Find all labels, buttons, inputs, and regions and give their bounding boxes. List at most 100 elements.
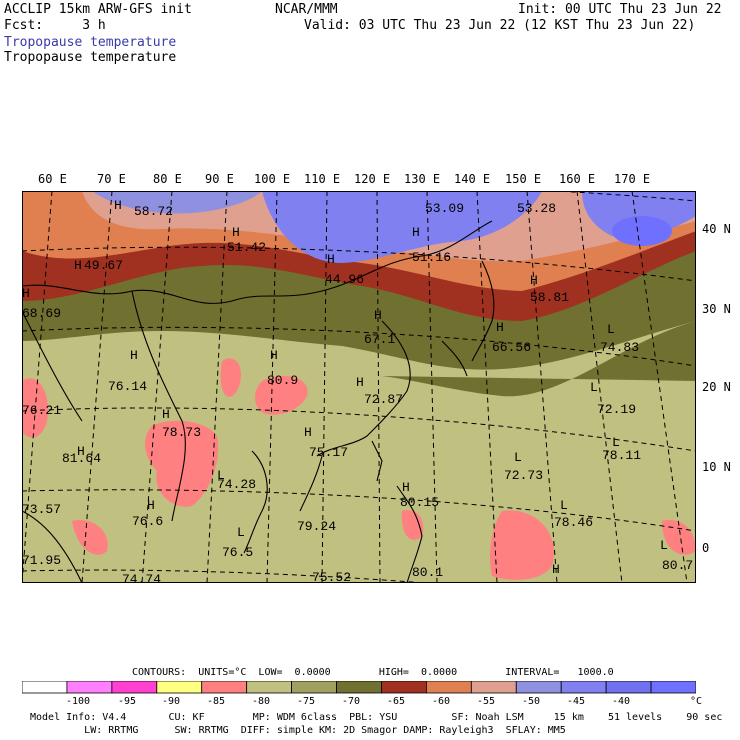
value-label: 80.9 xyxy=(267,373,298,388)
marker-h-8: H xyxy=(374,308,382,323)
value-label: 81.64 xyxy=(62,451,101,466)
colorbar-units: °C xyxy=(690,696,703,707)
marker-l-8: L xyxy=(237,525,245,540)
marker-h-7: H xyxy=(530,273,538,288)
lon-label-160e: 160 E xyxy=(559,172,596,186)
value-label: 75.52 xyxy=(312,570,351,583)
colorbar-cell xyxy=(336,681,382,694)
colorbar-ticks: -100 -95 -90 -85 -80 -75 -70 -65 -60 -55… xyxy=(0,696,740,710)
marker-l-7: L xyxy=(217,468,225,483)
marker-l-3: L xyxy=(612,435,620,450)
forecast-hour: Fcst: 3 h xyxy=(4,18,106,33)
value-label: 80.7 xyxy=(662,558,693,573)
contours-info: CONTOURS: UNITS=°C LOW= 0.0000 HIGH= 0.0… xyxy=(132,667,614,678)
colorbar-cell xyxy=(291,681,337,694)
colorbar-tick: -60 xyxy=(432,696,451,707)
value-label: 78.11 xyxy=(602,448,641,463)
value-label: 78.46 xyxy=(554,515,593,530)
value-label: 74.83 xyxy=(600,340,639,355)
lon-label-150e: 150 E xyxy=(505,172,542,186)
colorbar-cell xyxy=(111,681,158,694)
model-info-line1: Model Info: V4.4 CU: KF MP: WDM 6class P… xyxy=(30,712,723,723)
valid-time: Valid: 03 UTC Thu 23 Jun 22 (12 KST Thu … xyxy=(304,18,696,33)
colorbar-cell xyxy=(201,681,248,694)
colorbar-cell xyxy=(381,681,427,694)
value-label: 72.19 xyxy=(597,402,636,417)
colorbar-tick: -45 xyxy=(567,696,586,707)
marker-h-18: H xyxy=(552,562,560,577)
value-label: 76.6 xyxy=(132,514,163,529)
shade-minus-70-east xyxy=(382,321,696,397)
value-label: 51.42 xyxy=(227,240,266,255)
value-label: 75.17 xyxy=(309,445,348,460)
colorbar xyxy=(22,681,696,694)
value-label: 74.28 xyxy=(217,477,256,492)
marker-h-4: H xyxy=(327,252,335,267)
lat-label-20n: 20 N xyxy=(702,380,731,394)
lon-label-60e: 60 E xyxy=(38,172,67,186)
value-label: 78.73 xyxy=(162,425,201,440)
lat-label-30n: 30 N xyxy=(702,302,731,316)
marker-h-13: H xyxy=(162,407,170,422)
value-label: 49.67 xyxy=(84,258,123,273)
lon-label-70e: 70 E xyxy=(97,172,126,186)
colorbar-cell xyxy=(22,681,68,694)
lon-label-100e: 100 E xyxy=(254,172,291,186)
lon-label-130e: 130 E xyxy=(404,172,441,186)
model-info-line2: LW: RRTMG SW: RRTMG DIFF: simple KM: 2D … xyxy=(30,725,566,736)
lon-label-140e: 140 E xyxy=(454,172,491,186)
value-label: 72.87 xyxy=(364,392,403,407)
lon-label-120e: 120 E xyxy=(354,172,391,186)
colorbar-cell xyxy=(470,681,517,694)
colorbar-cell xyxy=(156,681,203,694)
value-label: 80.15 xyxy=(400,495,439,510)
colorbar-tick: -40 xyxy=(612,696,631,707)
colorbar-tick: -65 xyxy=(387,696,406,707)
marker-h-1: H xyxy=(114,198,122,213)
extrema-values: 58.72 53.09 53.28 51.42 51.16 44.96 49.6… xyxy=(22,201,693,583)
colorbar-cell xyxy=(515,681,562,694)
marker-h-2: H xyxy=(232,225,240,240)
model-title: ACCLIP 15km ARW-GFS init xyxy=(4,2,192,17)
value-label: 53.28 xyxy=(517,201,556,216)
value-label: 79.24 xyxy=(297,519,336,534)
extrema-markers: H H H H H H H H H H H H H H H H H H L L … xyxy=(22,198,668,577)
colorbar-cell xyxy=(66,681,113,694)
colorbar-cell xyxy=(650,681,696,694)
value-label: 72.73 xyxy=(504,468,543,483)
value-label: 58.81 xyxy=(530,290,569,305)
shade-minus-50-west xyxy=(92,191,262,214)
graticule xyxy=(22,191,696,583)
value-label: 68.69 xyxy=(22,306,61,321)
field-title-contour: Tropopause temperature xyxy=(4,50,177,65)
lat-label-0: 0 xyxy=(702,541,710,555)
colorbar-tick: -75 xyxy=(297,696,316,707)
lon-label-170e: 170 E xyxy=(614,172,651,186)
marker-h-15: H xyxy=(77,444,85,459)
field-title-shaded: Tropopause temperature xyxy=(4,35,177,50)
colorbar-cell xyxy=(425,681,472,694)
marker-l-4: L xyxy=(514,450,522,465)
value-label: 76.21 xyxy=(22,403,61,418)
value-label: 80.1 xyxy=(412,565,443,580)
lon-label-80e: 80 E xyxy=(153,172,182,186)
coastlines xyxy=(22,220,495,583)
colorbar-cell xyxy=(560,681,607,694)
colorbar-tick: -95 xyxy=(118,696,137,707)
organization-label: NCAR/MMM xyxy=(275,2,338,17)
value-label: 76.5 xyxy=(222,545,253,560)
shade-minus-45 xyxy=(262,191,542,263)
colorbar-tick: -70 xyxy=(342,696,361,707)
shade-minus-40 xyxy=(612,216,672,246)
marker-h-10: H xyxy=(130,348,138,363)
lon-label-90e: 90 E xyxy=(205,172,234,186)
marker-h-16: H xyxy=(402,480,410,495)
value-label: 76.14 xyxy=(108,379,147,394)
marker-h-12: H xyxy=(356,375,364,390)
lat-label-40n: 40 N xyxy=(702,222,731,236)
value-label: 51.16 xyxy=(412,250,451,265)
lon-label-110e: 110 E xyxy=(304,172,341,186)
value-label: 58.72 xyxy=(134,204,173,219)
tropopause-temperature-map: H H H H H H H H H H H H H H H H H H L L … xyxy=(22,191,696,583)
marker-l-5: L xyxy=(560,498,568,513)
